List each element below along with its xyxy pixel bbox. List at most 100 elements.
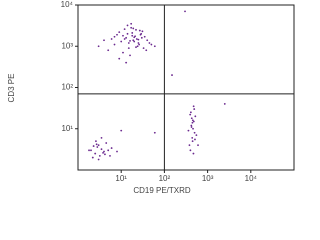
dot <box>118 57 121 60</box>
dot <box>126 32 129 35</box>
dot <box>90 149 92 152</box>
dot <box>97 158 100 161</box>
dot <box>120 40 123 43</box>
dot <box>190 117 193 120</box>
dot <box>133 36 136 39</box>
dot <box>189 111 192 114</box>
dot <box>188 144 191 147</box>
dot <box>192 152 195 155</box>
dot <box>110 38 113 40</box>
dot <box>145 49 148 52</box>
dot <box>104 153 106 156</box>
dot <box>138 43 141 46</box>
dot <box>129 54 131 57</box>
dot <box>116 150 118 153</box>
chart: CD19 PE/TXRD CD3 PE 10¹ 10² 10³ 10⁴ 10¹ 10² 10… <box>7 0 295 195</box>
dot <box>135 46 137 49</box>
dot <box>96 146 99 148</box>
dot <box>127 47 130 50</box>
dot <box>190 124 193 127</box>
dot <box>122 51 124 54</box>
dot <box>113 43 116 46</box>
dot <box>132 39 135 42</box>
dot <box>110 147 113 149</box>
dot <box>153 131 156 134</box>
dot <box>191 137 194 139</box>
dot <box>150 43 153 46</box>
dot <box>189 149 192 152</box>
dot <box>189 113 192 116</box>
dot <box>137 38 140 41</box>
y-tick-label: 10³ <box>61 41 73 50</box>
dot <box>135 28 137 31</box>
dot <box>109 154 111 157</box>
dot <box>187 129 190 132</box>
dot <box>153 45 156 48</box>
x-tick-label: 10² <box>159 174 171 183</box>
dot <box>136 45 139 48</box>
x-tick-label: 10⁴ <box>245 174 258 183</box>
dot <box>125 36 128 39</box>
dot <box>92 145 95 147</box>
dot <box>192 127 194 130</box>
dot <box>184 10 186 13</box>
dot <box>142 47 145 50</box>
dot <box>123 38 126 40</box>
dot <box>133 40 136 43</box>
dot <box>195 134 198 137</box>
dot <box>97 144 100 147</box>
dot <box>100 148 103 151</box>
dot <box>140 36 143 39</box>
plot-frame <box>77 4 295 171</box>
dot <box>122 34 124 37</box>
dot <box>138 29 141 32</box>
dot <box>140 32 143 35</box>
dot <box>131 32 134 34</box>
dot <box>95 140 97 143</box>
dot <box>193 131 196 134</box>
dot <box>120 129 123 132</box>
y-axis-title: CD3 PE <box>7 74 16 103</box>
dot <box>146 39 149 42</box>
dot <box>103 39 105 42</box>
dot <box>192 105 195 108</box>
dot <box>191 119 194 122</box>
dot <box>130 22 133 25</box>
x-tick-label: 10¹ <box>115 174 127 183</box>
dot <box>191 140 194 143</box>
dot <box>131 34 134 37</box>
dot <box>125 61 128 64</box>
dot <box>137 42 140 44</box>
dot <box>97 45 100 48</box>
dot <box>141 30 144 33</box>
dot <box>91 156 94 159</box>
dot <box>105 142 108 144</box>
dot <box>88 149 90 152</box>
dot <box>107 149 110 152</box>
dot <box>123 28 126 31</box>
dot <box>171 74 173 76</box>
y-tick-label: 10⁴ <box>61 0 74 9</box>
dot <box>102 151 104 154</box>
y-tick-label: 10² <box>61 83 73 92</box>
dot <box>191 121 194 124</box>
dot <box>194 115 197 118</box>
dot <box>132 27 135 30</box>
dot <box>103 150 105 153</box>
dot <box>135 38 138 40</box>
dot <box>107 49 110 52</box>
dot <box>190 126 193 128</box>
dot <box>130 26 133 29</box>
dot <box>127 42 130 44</box>
dot <box>118 31 121 34</box>
dot <box>193 108 196 110</box>
dot <box>100 137 103 139</box>
dot <box>143 35 146 38</box>
dot <box>116 33 118 36</box>
dot <box>94 152 97 155</box>
dot <box>113 35 116 38</box>
dot <box>223 103 226 105</box>
x-tick-label: 10³ <box>202 174 214 183</box>
dot <box>148 42 151 44</box>
dot <box>98 154 101 157</box>
